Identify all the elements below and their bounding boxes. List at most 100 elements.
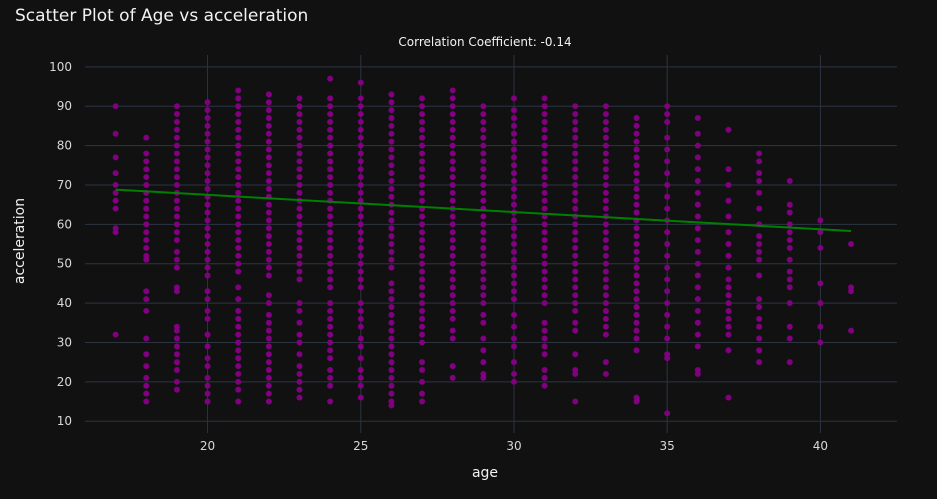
data-point [694,248,701,255]
data-point [449,197,456,204]
data-point [510,154,517,161]
data-point [572,174,579,181]
data-point [204,315,211,322]
data-point [296,351,303,358]
data-point [112,205,119,212]
data-point [572,268,579,275]
data-point [419,276,426,283]
data-point [419,174,426,181]
data-point [817,244,824,251]
data-point [327,181,334,188]
data-point [173,335,180,342]
data-point [419,189,426,196]
data-point [602,268,609,275]
data-point [265,162,272,169]
data-point [633,327,640,334]
data-point [756,347,763,354]
data-points [112,75,855,417]
data-point [357,142,364,149]
data-point [357,260,364,267]
data-point [572,252,579,259]
data-point [510,343,517,350]
data-point [388,264,395,271]
data-point [296,166,303,173]
data-point [296,229,303,236]
data-point [173,229,180,236]
data-point [265,122,272,129]
data-point [235,323,242,330]
data-point [265,91,272,98]
data-point [725,347,732,354]
data-point [388,374,395,381]
data-point [541,103,548,110]
data-point [786,209,793,216]
data-point [664,111,671,118]
data-point [817,280,824,287]
data-point [357,79,364,86]
data-point [204,138,211,145]
data-point [419,229,426,236]
data-point [510,323,517,330]
data-point [327,189,334,196]
data-point [694,307,701,314]
data-point [572,300,579,307]
data-point [235,307,242,314]
data-point [664,323,671,330]
data-point [327,355,334,362]
data-point [510,95,517,102]
data-point [694,237,701,244]
data-point [480,189,487,196]
data-point [756,178,763,184]
data-point [235,142,242,149]
data-point [296,150,303,157]
data-point [725,394,732,401]
data-point [510,264,517,271]
data-point [756,323,763,330]
data-point [235,221,242,228]
data-point [204,398,211,405]
data-point [633,256,640,263]
data-point [480,174,487,181]
data-point [112,229,119,236]
data-point [694,272,701,279]
data-point [756,150,763,157]
data-point [173,248,180,255]
data-point [694,189,701,196]
data-point [204,272,211,279]
data-point [265,201,272,208]
data-point [265,327,272,334]
data-point [480,244,487,251]
data-point [143,374,150,381]
data-point [633,122,640,129]
data-point [633,130,640,137]
data-point [265,233,272,240]
data-point [357,229,364,236]
data-point [602,174,609,181]
data-point [265,170,272,177]
data-point [541,205,548,212]
data-point [388,311,395,318]
data-point [541,158,548,165]
data-point [204,130,211,137]
data-point [204,331,211,338]
data-point [602,315,609,322]
data-point [235,87,242,94]
data-point [602,103,609,110]
data-point [235,386,242,393]
data-point [204,241,211,247]
data-point [296,300,303,307]
data-point [572,197,579,204]
data-point [327,307,334,314]
data-point [143,134,150,141]
data-point [756,335,763,342]
data-point [694,154,701,161]
data-point [388,359,395,366]
data-point [327,158,334,165]
data-point [419,359,426,366]
data-point [664,229,671,236]
data-point [725,276,732,283]
data-point [725,264,732,271]
data-point [541,237,548,244]
data-point [541,319,548,326]
data-point [572,111,579,118]
